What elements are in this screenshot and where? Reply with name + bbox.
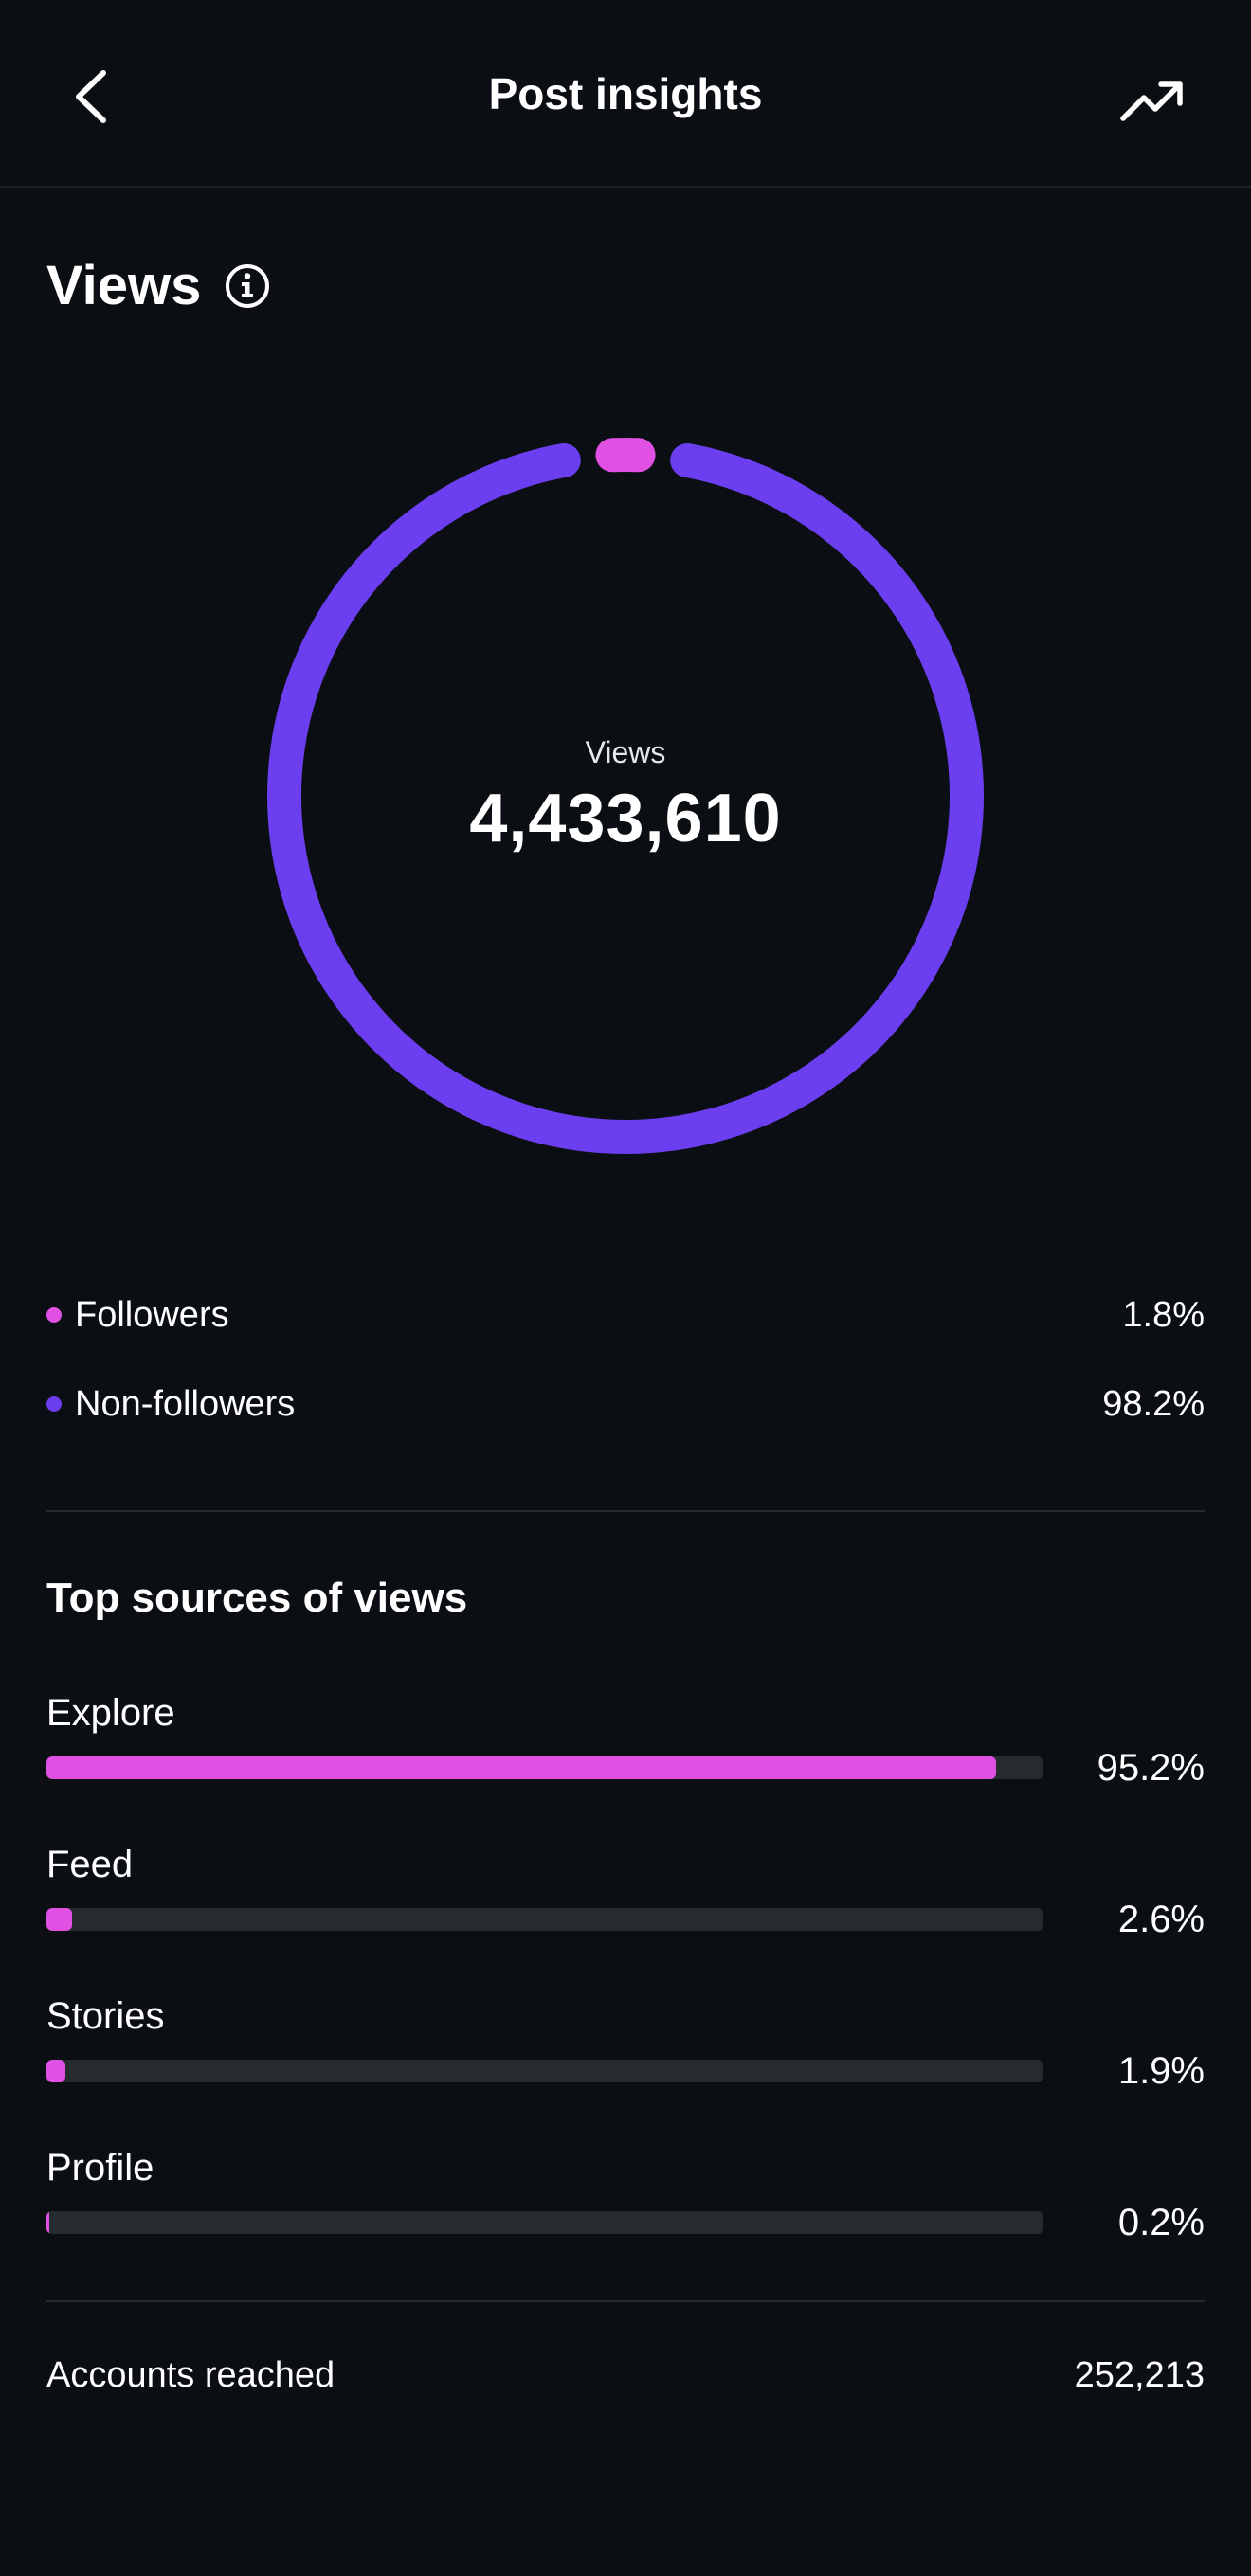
source-feed: Feed 2.6% <box>46 1844 1205 1967</box>
source-bar-fill <box>46 1756 996 1779</box>
source-label: Explore <box>46 1692 175 1734</box>
views-total: 4,433,610 <box>469 780 782 856</box>
source-label: Stories <box>46 1995 165 2037</box>
source-bar-track <box>46 1908 1043 1931</box>
views-donut-chart <box>267 438 984 1154</box>
source-bar-track <box>46 1756 1043 1779</box>
donut-segment-non-followers <box>267 442 984 1154</box>
legend-followers: Followers 1.8% <box>46 1287 1205 1343</box>
non-followers-dot <box>46 1396 62 1412</box>
back-button[interactable] <box>57 59 125 135</box>
source-explore: Explore 95.2% <box>46 1692 1205 1815</box>
legend-label: Non-followers <box>75 1383 296 1424</box>
source-label: Feed <box>46 1844 134 1885</box>
top-sources-title: Top sources of views <box>46 1575 468 1621</box>
followers-dot <box>46 1307 62 1323</box>
source-bar-fill <box>46 2211 49 2234</box>
page-title: Post insights <box>488 69 763 118</box>
donut-center-label: Views <box>585 734 666 769</box>
legend-non-followers: Non-followers 98.2% <box>46 1376 1205 1432</box>
source-value: 2.6% <box>1117 1899 1205 1940</box>
source-profile: Profile 0.2% <box>46 2147 1205 2270</box>
legend-value: 1.8% <box>1122 1294 1205 1335</box>
source-bar-fill <box>46 2060 65 2082</box>
source-value: 0.2% <box>1117 2202 1205 2243</box>
views-title: Views <box>46 255 202 316</box>
views-heading: Views <box>46 254 271 317</box>
accounts-reached-label: Accounts reached <box>46 2355 335 2395</box>
source-value: 1.9% <box>1117 2050 1205 2092</box>
source-bar-track <box>46 2211 1043 2234</box>
legend-label: Followers <box>75 1294 229 1335</box>
source-bar-fill <box>46 1908 73 1931</box>
top-bar: Post insights <box>0 0 1251 188</box>
source-bar-track <box>46 2060 1043 2082</box>
divider <box>46 1510 1205 1512</box>
accounts-reached-row: Accounts reached 252,213 <box>46 2355 1205 2396</box>
source-label: Profile <box>46 2147 154 2189</box>
trend-button[interactable] <box>1111 63 1196 138</box>
divider <box>46 2300 1205 2302</box>
chevron-left-icon <box>76 70 106 123</box>
info-icon <box>226 263 270 308</box>
trending-up-icon <box>1120 81 1183 121</box>
donut-center: Views 4,433,610 <box>246 417 1005 1175</box>
source-value: 95.2% <box>1097 1747 1205 1789</box>
source-stories: Stories 1.9% <box>46 1995 1205 2118</box>
info-button[interactable] <box>224 262 271 310</box>
accounts-reached-value: 252,213 <box>1074 2355 1205 2395</box>
legend-value: 98.2% <box>1102 1383 1205 1424</box>
